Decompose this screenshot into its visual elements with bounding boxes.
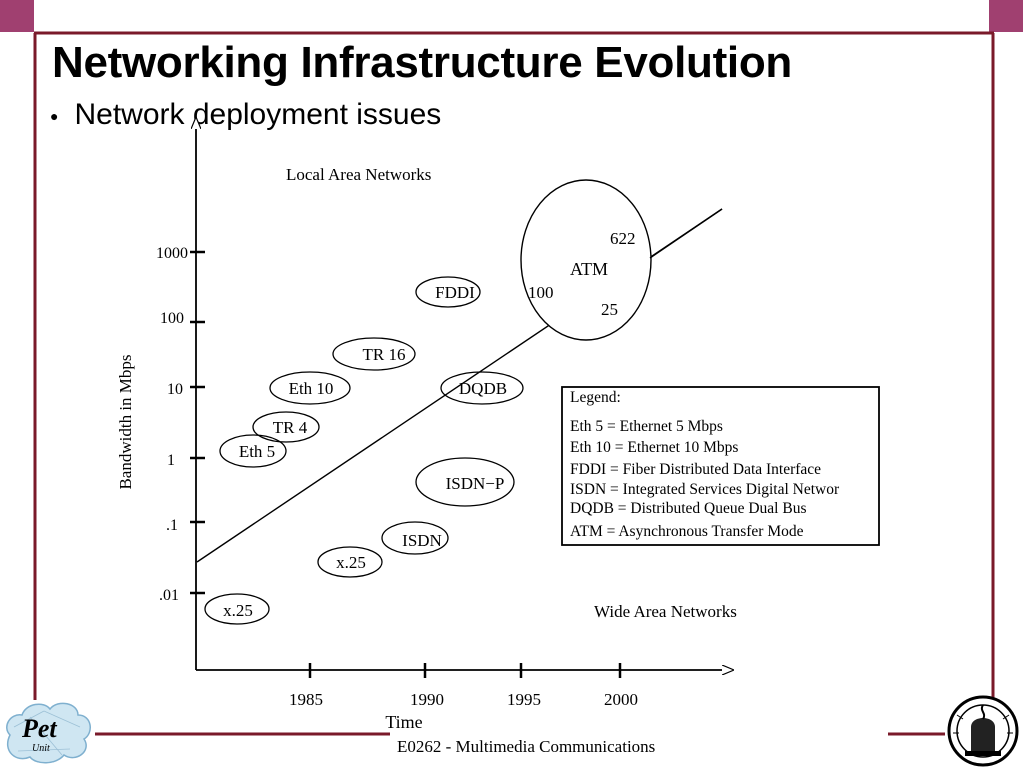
y-tick-label-100: 100 [160,310,184,327]
pet-unit-logo: Pet Unit [0,697,96,767]
y-axis-ticks [190,252,205,593]
tr4-label: TR 4 [273,418,308,437]
emblem-base [965,751,1001,756]
x-tick-label-1990: 1990 [410,690,444,709]
legend-item: Eth 5 = Ethernet 5 Mbps [570,418,723,435]
atm-25-label: 25 [601,300,618,319]
y-tick-label-0.1: .1 [166,517,178,534]
x-axis-label: Time [385,712,422,732]
footer-text: E0262 - Multimedia Communications [397,737,655,757]
institute-emblem [943,693,1023,767]
legend-title: Legend: [570,389,621,406]
region-label-wan: Wide Area Networks [594,602,737,621]
x-tick-label-1995: 1995 [507,690,541,709]
x25b-label: x.25 [336,553,366,572]
legend-item: Eth 10 = Ethernet 10 Mbps [570,439,738,456]
emblem-lamp-icon [971,718,995,751]
technology-labels: FDDI TR 16 Eth 10 TR 4 Eth 5 DQDB ISDN−P… [223,283,507,620]
tr16-label: TR 16 [363,345,406,364]
atm-622-label: 622 [610,229,636,248]
y-axis-label: Bandwidth in Mbps [116,354,135,489]
isdn-label: ISDN [402,531,442,550]
x-tick-label-1985: 1985 [289,690,323,709]
y-tick-label-10: 10 [167,381,183,398]
legend-item: DQDB = Distributed Queue Dual Bus [570,500,806,517]
x-tick-labels: 1985 1990 1995 2000 [289,690,638,709]
x25a-label: x.25 [223,601,253,620]
atm-100-label: 100 [528,283,554,302]
fddi-label: FDDI [435,283,475,302]
dqdb-label: DQDB [459,379,507,398]
region-label-lan: Local Area Networks [286,165,431,184]
slide: Networking Infrastructure Evolution ● Net… [0,0,1023,767]
eth5-label: Eth 5 [239,442,275,461]
y-tick-label-1000: 1000 [156,245,188,262]
atm-label: ATM [570,259,608,279]
y-tick-labels: 1000 100 10 1 .1 .01 [156,245,188,604]
eth10-label: Eth 10 [289,379,334,398]
logo-subtext: Unit [32,743,50,754]
legend-item: FDDI = Fiber Distributed Data Interface [570,461,821,478]
legend-item: ATM = Asynchronous Transfer Mode [570,523,804,540]
y-tick-label-1: 1 [167,452,175,469]
logo-text: Pet [21,714,57,743]
y-tick-label-0.01: .01 [159,587,179,604]
trend-line-upper [650,209,722,258]
isdnp-label: ISDN−P [446,474,505,493]
network-evolution-diagram: 1000 100 10 1 .1 .01 1985 1990 1995 2000… [0,0,1023,767]
legend-item: ISDN = Integrated Services Digital Netwo… [570,481,840,498]
x-tick-label-2000: 2000 [604,690,638,709]
